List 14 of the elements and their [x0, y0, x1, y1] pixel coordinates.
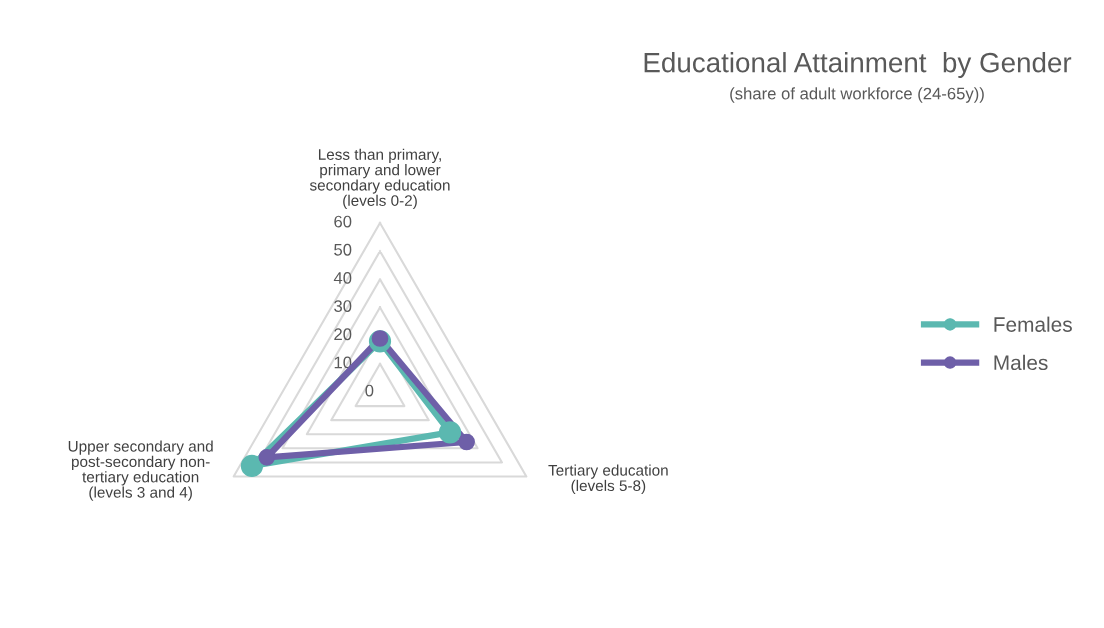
- chart-subtitle: (share of adult workforce (24-65y)): [730, 87, 984, 103]
- spoke-label: Tertiary education (levels 5-8): [548, 464, 668, 495]
- y-tick-label: 0: [365, 384, 374, 397]
- chart-title: Educational Attainment by Gender: [644, 52, 1072, 78]
- y-tick-label: 50: [334, 243, 352, 256]
- legend-label: Females: [994, 316, 1072, 332]
- y-tick-label: 10: [334, 356, 352, 369]
- y-tick-label: 40: [333, 272, 352, 284]
- spoke-label: Less than primary, primary and lower secondary education (levels 0-2): [309, 148, 450, 209]
- y-tick-label: 60: [334, 215, 352, 228]
- y-tick-label: 30: [334, 300, 352, 312]
- spoke-label: Upper secondary and post-secondary non- tertiary education (levels 3 and 4): [68, 440, 213, 501]
- y-tick-label: 20: [334, 328, 352, 341]
- legend-label: Males: [994, 354, 1048, 371]
